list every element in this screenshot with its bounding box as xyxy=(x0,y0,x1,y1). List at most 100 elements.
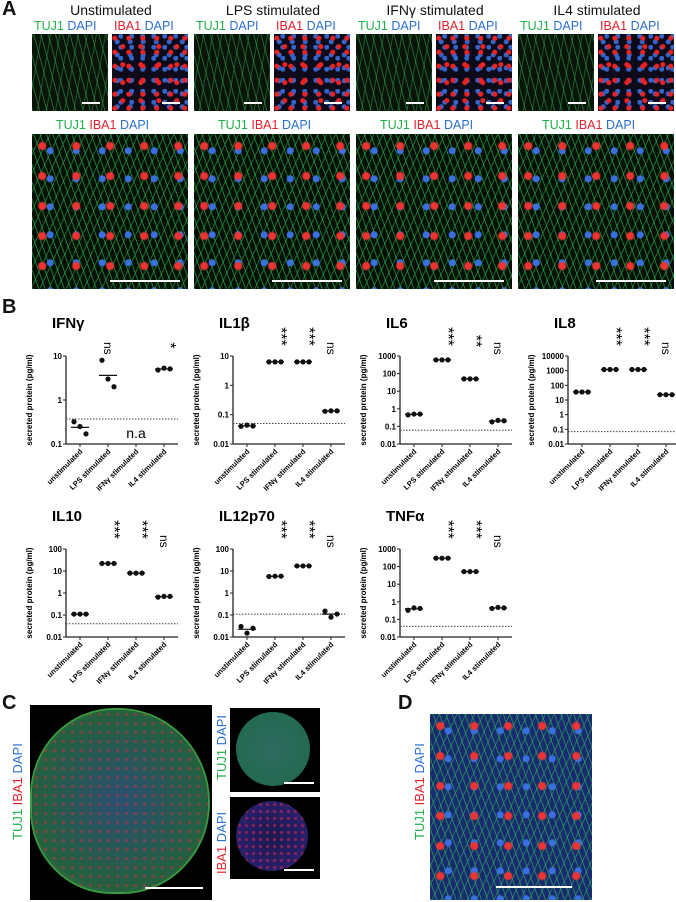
y-tick-label: 1 xyxy=(58,589,63,598)
data-point xyxy=(238,623,244,630)
chart-title: IL10 xyxy=(52,508,82,525)
y-tick-label: 0.1 xyxy=(385,422,397,431)
y-tick-label: 0.01 xyxy=(213,633,229,642)
y-axis-label: secreted protein (pg/ml) xyxy=(192,547,201,638)
merged-image xyxy=(32,134,188,289)
significance-label: *** xyxy=(272,327,289,346)
panel-label-c: C xyxy=(2,692,17,714)
y-tick-label: 100 xyxy=(216,545,230,554)
significance-label: *** xyxy=(439,520,456,539)
iba1-dapi-label: IBA1 DAPI xyxy=(214,811,229,874)
y-axis-label: secreted protein (pg/ml) xyxy=(359,547,368,638)
y-tick-label: 1 xyxy=(392,598,397,607)
annotation-label: n.a xyxy=(126,425,146,441)
group-title: LPS stimulated xyxy=(225,2,321,18)
y-tick-label: 100 xyxy=(383,563,397,572)
chart-6: TNFα secreted protein (pg/ml) 0.01 0.1 1 10 10… xyxy=(359,508,512,686)
y-axis-label: secreted protein (pg/ml) xyxy=(25,354,34,445)
significance-label: *** xyxy=(300,327,317,346)
panel-label-b: B xyxy=(2,296,17,318)
significance-label: *** xyxy=(607,327,624,346)
data-point xyxy=(161,365,167,371)
iba1-dapi-image xyxy=(112,34,188,111)
iba1-dapi-label: IBA1 DAPI xyxy=(114,19,174,33)
iba1-dapi-image xyxy=(598,34,674,111)
data-point xyxy=(105,376,111,382)
y-tick-label: 1 xyxy=(392,405,397,414)
y-axis-label: secreted protein (pg/ml) xyxy=(192,354,201,445)
significance-label: *** xyxy=(439,327,456,346)
y-axis-label: secreted protein (pg/ml) xyxy=(359,354,368,445)
y-tick-label: 1000 xyxy=(546,367,564,376)
tuj1-dapi-image xyxy=(194,34,270,111)
tuj1-dapi-label: TUJ1 DAPI xyxy=(358,19,421,33)
y-tick-label: 0.1 xyxy=(218,611,230,620)
merged-image xyxy=(518,134,674,289)
panel-label-a: A xyxy=(2,0,17,20)
data-point xyxy=(99,357,105,363)
y-tick-label: 0.01 xyxy=(380,440,396,449)
y-tick-label: 0.1 xyxy=(385,615,397,624)
significance-label: ns xyxy=(491,535,505,548)
chart-title: TNFα xyxy=(386,508,425,525)
data-point xyxy=(495,417,501,423)
group-title: IFNγ stimulated xyxy=(386,2,484,18)
y-tick-label: 1000 xyxy=(378,352,396,361)
y-tick-label: 10 xyxy=(220,567,229,576)
y-axis-label: secreted protein (pg/ml) xyxy=(25,547,34,638)
y-tick-label: 0.1 xyxy=(553,425,565,434)
y-tick-label: 10 xyxy=(53,352,62,361)
y-tick-label: 10000 xyxy=(542,352,565,361)
y-tick-label: 10 xyxy=(53,567,62,576)
y-tick-label: 0.01 xyxy=(46,633,62,642)
iba1-dapi-label: IBA1 DAPI xyxy=(438,19,498,33)
group-title: IL4 stimulated xyxy=(553,2,641,18)
significance-label: *** xyxy=(300,520,317,539)
merged-label: TUJ1 IBA1 DAPI xyxy=(218,118,312,132)
tuj1-dapi-image xyxy=(518,34,594,111)
data-point xyxy=(71,419,77,425)
significance-label: ** xyxy=(467,335,484,347)
panel-d-image xyxy=(430,714,592,900)
significance-label: ns xyxy=(491,342,505,355)
significance-label: *** xyxy=(467,520,484,539)
iba1-dapi-label: IBA1 DAPI xyxy=(276,19,336,33)
data-point xyxy=(328,614,334,620)
y-tick-label: 10 xyxy=(387,580,396,589)
data-point xyxy=(489,419,495,425)
significance-label: *** xyxy=(105,520,122,539)
chart-title: IL12p70 xyxy=(219,508,275,525)
data-point xyxy=(322,608,328,614)
y-tick-label: 1000 xyxy=(378,545,396,554)
chart-title: IL8 xyxy=(554,315,576,332)
data-point xyxy=(411,605,417,611)
y-tick-label: 1 xyxy=(58,396,63,405)
chart-2: IL6 secreted protein (pg/ml) 0.01 0.1 1 10 100… xyxy=(359,315,512,493)
y-tick-label: 10 xyxy=(555,396,564,405)
tuj1-dapi-label: TUJ1 DAPI xyxy=(196,19,259,33)
panel-d-channel-label: TUJ1 IBA1 DAPI xyxy=(412,743,427,840)
panel-label-d: D xyxy=(398,692,413,714)
tuj1-dapi-label: TUJ1 DAPI xyxy=(520,19,583,33)
significance-label: ns xyxy=(324,535,338,548)
y-tick-label: 0.01 xyxy=(548,440,564,449)
y-tick-label: 0.01 xyxy=(380,633,396,642)
chart-title: IFNγ xyxy=(52,315,85,332)
iba1-dapi-label: IBA1 DAPI xyxy=(600,19,660,33)
chart-5: IL12p70 secreted protein (pg/ml) 0.01 0.1 1 1… xyxy=(192,508,345,686)
y-tick-label: 10 xyxy=(220,352,229,361)
y-tick-label: 0.1 xyxy=(51,611,63,620)
data-point xyxy=(83,431,89,437)
y-tick-label: 100 xyxy=(49,545,63,554)
merged-label: TUJ1 IBA1 DAPI xyxy=(56,118,150,132)
y-tick-label: 0.1 xyxy=(218,411,230,420)
y-tick-label: 1 xyxy=(225,381,230,390)
chart-4: IL10 secreted protein (pg/ml) 0.01 0.1 1 10 10… xyxy=(25,508,178,686)
significance-label: ns xyxy=(659,342,673,355)
data-point xyxy=(77,423,83,430)
data-point xyxy=(244,630,250,636)
tuj1-dapi-image xyxy=(356,34,432,111)
chart-title: IL1β xyxy=(219,315,250,332)
tuj1-dapi-label: TUJ1 DAPI xyxy=(34,19,97,33)
